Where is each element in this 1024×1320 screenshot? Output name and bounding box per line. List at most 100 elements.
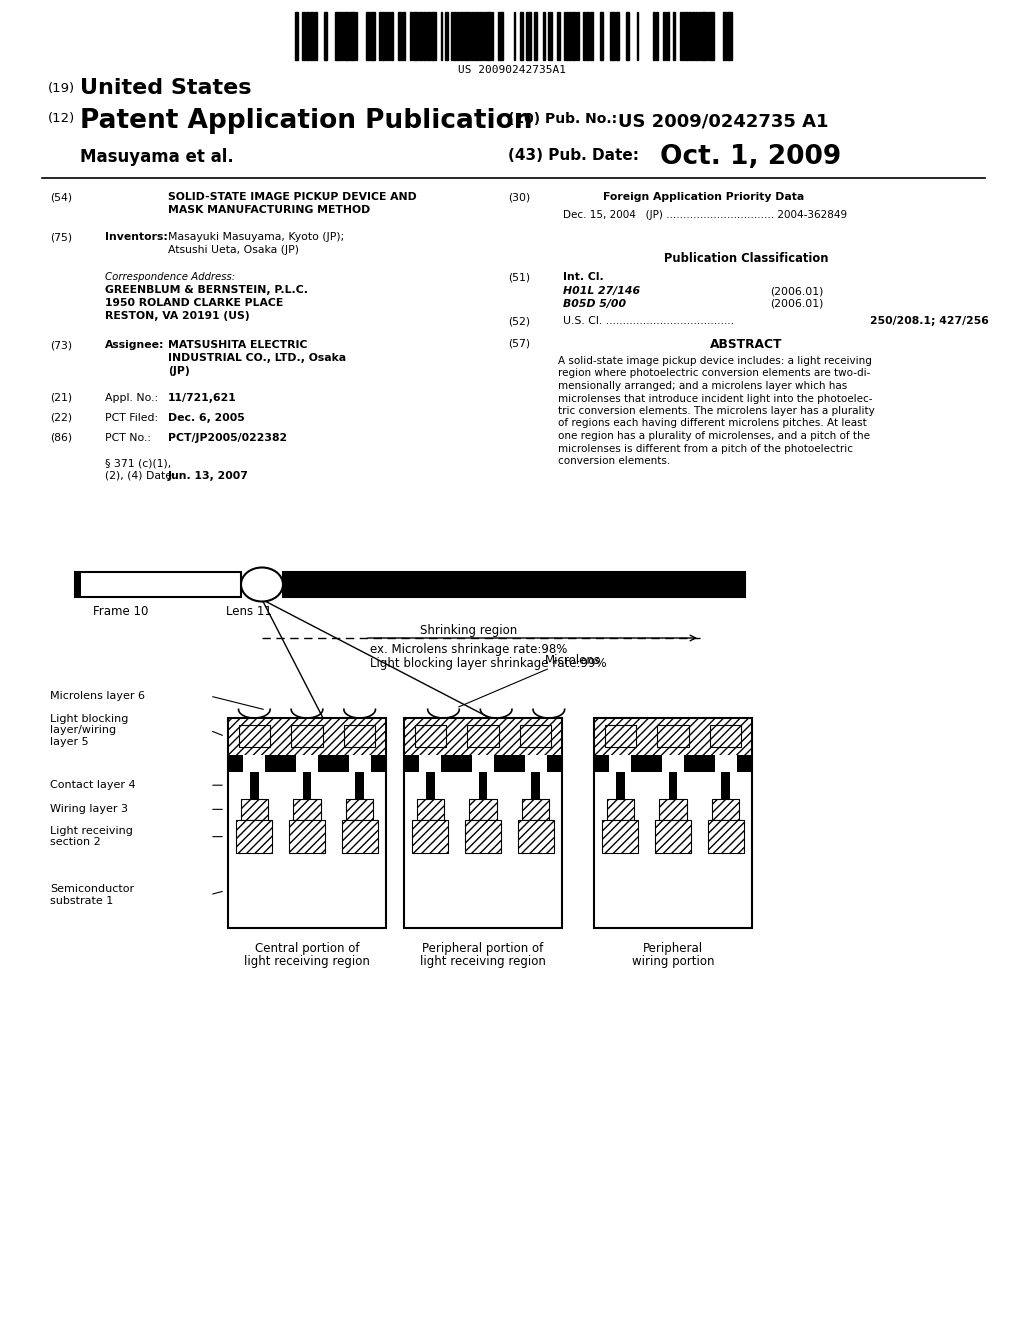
Text: Oct. 1, 2009: Oct. 1, 2009 bbox=[660, 144, 842, 170]
Bar bbox=[453, 12, 456, 59]
Text: Microlens: Microlens bbox=[545, 653, 601, 667]
Text: Peripheral portion of: Peripheral portion of bbox=[422, 942, 544, 954]
Bar bbox=[557, 12, 560, 59]
Bar bbox=[241, 799, 268, 820]
Text: Dec. 6, 2005: Dec. 6, 2005 bbox=[168, 413, 245, 422]
Bar bbox=[457, 12, 459, 59]
Bar bbox=[228, 755, 386, 772]
Bar bbox=[431, 12, 436, 59]
Bar bbox=[710, 726, 741, 747]
Text: Jun. 13, 2007: Jun. 13, 2007 bbox=[168, 471, 249, 480]
Text: Shrinking region: Shrinking region bbox=[420, 624, 517, 638]
Text: (54): (54) bbox=[50, 191, 72, 202]
Bar bbox=[370, 12, 375, 59]
Bar bbox=[419, 755, 441, 772]
Text: § 371 (c)(1),: § 371 (c)(1), bbox=[105, 458, 171, 469]
Bar bbox=[520, 12, 523, 59]
Bar bbox=[469, 799, 497, 820]
Bar bbox=[472, 755, 494, 772]
Bar bbox=[75, 572, 81, 597]
Text: (19): (19) bbox=[48, 82, 75, 95]
Bar bbox=[295, 12, 298, 59]
Bar bbox=[410, 12, 412, 59]
Bar bbox=[289, 820, 325, 854]
Bar bbox=[366, 12, 369, 59]
Bar bbox=[594, 718, 752, 928]
Text: (JP): (JP) bbox=[168, 366, 189, 376]
Bar bbox=[75, 572, 241, 597]
Text: Microlens layer 6: Microlens layer 6 bbox=[50, 690, 145, 701]
Bar bbox=[475, 12, 478, 59]
Bar bbox=[550, 12, 552, 59]
Text: SOLID-STATE IMAGE PICKUP DEVICE AND: SOLID-STATE IMAGE PICKUP DEVICE AND bbox=[168, 191, 417, 202]
Bar bbox=[566, 12, 568, 59]
Text: ABSTRACT: ABSTRACT bbox=[711, 338, 782, 351]
Bar bbox=[569, 12, 571, 59]
Bar bbox=[244, 755, 265, 772]
Text: H01L 27/146: H01L 27/146 bbox=[563, 286, 640, 296]
Bar bbox=[413, 12, 418, 59]
Bar bbox=[350, 12, 355, 59]
Text: (22): (22) bbox=[50, 413, 72, 422]
Text: mensionally arranged; and a microlens layer which has: mensionally arranged; and a microlens la… bbox=[558, 381, 847, 391]
Text: INDUSTRIAL CO., LTD., Osaka: INDUSTRIAL CO., LTD., Osaka bbox=[168, 352, 346, 363]
Text: Int. Cl.: Int. Cl. bbox=[563, 272, 604, 282]
Text: Lens 11: Lens 11 bbox=[226, 605, 272, 618]
Text: Appl. No.:: Appl. No.: bbox=[105, 393, 158, 403]
Bar bbox=[712, 799, 739, 820]
Text: US 20090242735A1: US 20090242735A1 bbox=[458, 65, 566, 75]
Text: Light receiving
section 2: Light receiving section 2 bbox=[50, 826, 133, 847]
Bar bbox=[239, 726, 270, 747]
Bar bbox=[531, 772, 540, 799]
Bar bbox=[402, 12, 406, 59]
Bar bbox=[604, 726, 636, 747]
Bar bbox=[698, 12, 700, 59]
Text: Foreign Application Priority Data: Foreign Application Priority Data bbox=[603, 191, 804, 202]
Bar bbox=[524, 755, 547, 772]
Bar bbox=[355, 772, 365, 799]
Bar bbox=[572, 12, 575, 59]
Text: Light blocking layer shrinkage rate:99%: Light blocking layer shrinkage rate:99% bbox=[370, 657, 606, 671]
Bar bbox=[344, 12, 349, 59]
Text: GREENBLUM & BERNSTEIN, P.L.C.: GREENBLUM & BERNSTEIN, P.L.C. bbox=[105, 285, 308, 294]
Bar bbox=[667, 12, 669, 59]
Bar bbox=[467, 726, 499, 747]
Bar bbox=[606, 799, 634, 820]
Text: 11/721,621: 11/721,621 bbox=[168, 393, 237, 403]
Bar bbox=[291, 726, 323, 747]
Bar bbox=[708, 820, 743, 854]
Text: Patent Application Publication: Patent Application Publication bbox=[80, 108, 532, 135]
Bar bbox=[602, 820, 638, 854]
Bar bbox=[695, 12, 697, 59]
Text: Masayuki Masuyama, Kyoto (JP);: Masayuki Masuyama, Kyoto (JP); bbox=[168, 232, 344, 242]
Bar bbox=[460, 12, 463, 59]
Bar bbox=[404, 718, 562, 928]
Bar bbox=[472, 12, 474, 59]
Text: ex. Microlens shrinkage rate:98%: ex. Microlens shrinkage rate:98% bbox=[370, 643, 567, 656]
Text: Masuyama et al.: Masuyama et al. bbox=[80, 148, 233, 166]
Bar bbox=[615, 772, 625, 799]
Bar bbox=[314, 12, 317, 59]
Text: one region has a plurality of microlenses, and a pitch of the: one region has a plurality of microlense… bbox=[558, 432, 870, 441]
Bar bbox=[379, 12, 381, 59]
Bar bbox=[335, 12, 340, 59]
Bar bbox=[398, 12, 401, 59]
Bar bbox=[655, 820, 691, 854]
Text: RESTON, VA 20191 (US): RESTON, VA 20191 (US) bbox=[105, 312, 250, 321]
Bar bbox=[626, 12, 629, 59]
Bar bbox=[682, 12, 684, 59]
Bar bbox=[346, 799, 374, 820]
Text: microlenses that introduce incident light into the photoelec-: microlenses that introduce incident ligh… bbox=[558, 393, 872, 404]
Text: PCT/JP2005/022382: PCT/JP2005/022382 bbox=[168, 433, 287, 444]
Text: United States: United States bbox=[80, 78, 252, 98]
Text: conversion elements.: conversion elements. bbox=[558, 455, 671, 466]
Bar bbox=[526, 12, 531, 59]
Bar bbox=[348, 755, 371, 772]
Bar bbox=[324, 12, 327, 59]
Text: A solid-state image pickup device includes: a light receiving: A solid-state image pickup device includ… bbox=[558, 356, 871, 366]
Text: B05D 5/00: B05D 5/00 bbox=[563, 300, 626, 309]
Bar bbox=[417, 799, 444, 820]
Text: light receiving region: light receiving region bbox=[420, 954, 546, 968]
Bar bbox=[465, 820, 501, 854]
Text: U.S. Cl. ......................................: U.S. Cl. ...............................… bbox=[563, 315, 734, 326]
